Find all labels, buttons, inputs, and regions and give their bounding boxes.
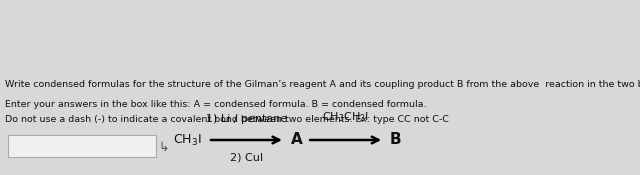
Text: Enter your answers in the box like this: A = condensed formula. B = condensed fo: Enter your answers in the box like this:… <box>5 100 426 109</box>
Text: ↳: ↳ <box>158 141 168 153</box>
Text: B: B <box>390 132 401 148</box>
Text: 1) Li / pentane: 1) Li / pentane <box>206 114 287 124</box>
Text: 2) CuI: 2) CuI <box>230 152 263 162</box>
Bar <box>8 135 156 157</box>
Text: CH$_3$I: CH$_3$I <box>173 132 202 148</box>
Text: Write condensed formulas for the structure of the Gilman’s reagent A and its cou: Write condensed formulas for the structu… <box>5 80 640 89</box>
Text: Do not use a dash (-) to indicate a covalent bond between two elements. Ex: type: Do not use a dash (-) to indicate a cova… <box>5 115 449 124</box>
Text: A: A <box>291 132 302 148</box>
Text: CH$_3$CH$_2$I: CH$_3$CH$_2$I <box>322 110 369 124</box>
